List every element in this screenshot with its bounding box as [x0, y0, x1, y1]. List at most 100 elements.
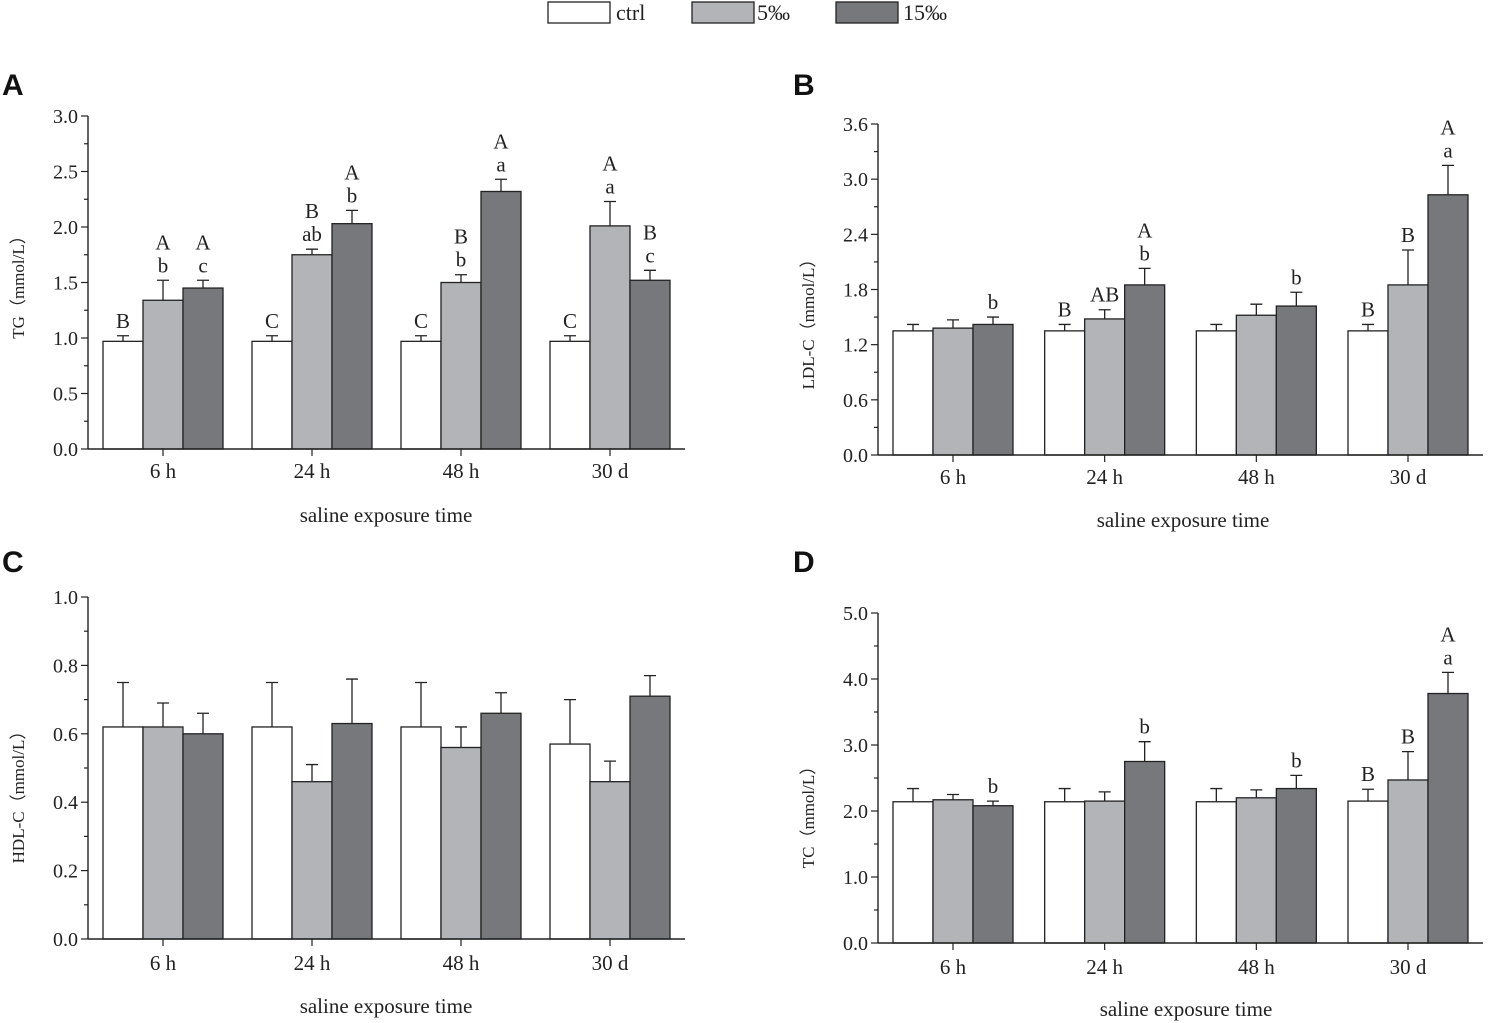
panel-d-ylabel: TC（mmol/L） [799, 758, 818, 869]
panel-a-error-bar [197, 279, 209, 289]
panel-b-significance-label: B [1401, 223, 1415, 247]
panel-d-significance-label: B [1401, 725, 1415, 749]
panel-b-bar [1347, 330, 1389, 456]
panel-c-letter: C [2, 546, 24, 579]
panel-c-error-bar [644, 675, 656, 697]
panel-d-error-bar [907, 787, 919, 802]
panel-c-bar [102, 726, 144, 940]
panel-d-bar [1387, 779, 1429, 944]
panel-c-bar [589, 781, 631, 940]
panel-a-bar [440, 281, 482, 450]
panel-a-category-label: 48 h [443, 459, 480, 483]
panel-b-y-tick-label: 0.0 [843, 445, 868, 467]
panel-a-significance-label: C [563, 309, 577, 333]
panel-b-significance-label: AB [1090, 283, 1119, 307]
panel-b-bar [1124, 284, 1166, 456]
panel-d-error-bar [1210, 787, 1223, 802]
panel-c-bar [549, 743, 591, 940]
panel-a-significance-label: A [493, 129, 509, 153]
panel-c-error-bar [197, 712, 209, 734]
panel-a-error-bar [346, 209, 358, 224]
panel-a-significance-label: A [195, 230, 211, 254]
panel-d-bar [892, 801, 934, 944]
panel-c-bar [331, 722, 373, 940]
panel-a-bar [480, 190, 522, 450]
panel-b-error-bar [987, 316, 999, 325]
panel-d-error-bar [1250, 789, 1263, 798]
panel-a-bar [400, 340, 442, 450]
panel-b-bar [1195, 330, 1237, 456]
panel-b-category-label: 24 h [1086, 465, 1123, 489]
panel-b-bar [1427, 194, 1469, 456]
panel-c-bar [251, 726, 293, 940]
panel-b-significance-label: a [1443, 138, 1453, 162]
panel-b-significance-label: b [1291, 265, 1302, 289]
panel-a-bar [251, 340, 293, 450]
panel-b-y-tick-label: 0.6 [843, 390, 868, 412]
panel-c-y-tick-label: 1.0 [53, 587, 78, 609]
panel-a-y-tick-label: 0.0 [53, 439, 78, 461]
panel-b-bar [892, 330, 934, 456]
panel-a-error-bar [415, 335, 427, 342]
panel-b-significance-label: b [1139, 241, 1150, 265]
panel-d-error-bar [1402, 750, 1414, 780]
panel-b-bar [1044, 330, 1086, 456]
panel-a-significance-label: A [155, 230, 171, 254]
panel-b-category-label: 48 h [1238, 465, 1275, 489]
panel-b-bar [1084, 318, 1126, 456]
panel-d-bar [1084, 800, 1126, 944]
panel-b-error-bar [1098, 309, 1111, 319]
panel-d-y-tick-label: 1.0 [843, 867, 868, 889]
panel-b-error-bar [1402, 249, 1414, 285]
panel-d-error-bar [947, 793, 959, 800]
panel-a-significance-label: C [414, 309, 428, 333]
panel-d-plot: b 6 h b 24 h b 48 h B B Aa 30 d 0.0 1.0 2.0 3.0 4.0 5.0 [843, 603, 1483, 979]
panel-a-bar [291, 254, 333, 450]
panel-d-error-bar [1058, 787, 1071, 802]
panel-b-significance-label: b [988, 290, 999, 314]
panel-d-bar [1195, 801, 1237, 944]
panel-c-bar [480, 712, 522, 940]
panel-c-error-bar [564, 698, 576, 745]
panel-c-bar [440, 746, 482, 940]
panel-a-significance-label: B [116, 309, 130, 333]
panel-b-error-bar [1250, 303, 1263, 316]
panel-c-error-bar [455, 726, 467, 748]
panel-b-error-bar [947, 319, 959, 329]
panel-c-error-bar [604, 760, 616, 782]
panel-c-error-bar [415, 681, 427, 727]
panel-a-error-bar [117, 335, 129, 342]
panel-b-y-tick-label: 1.2 [843, 335, 868, 357]
legend-swatch-5 [691, 1, 755, 24]
panel-b-error-bar [1058, 323, 1071, 331]
panel-b-category-label: 6 h [940, 465, 967, 489]
panel-d-category-label: 48 h [1238, 955, 1275, 979]
panel-c-category-label: 24 h [294, 951, 331, 975]
panel-d-bar [1044, 801, 1086, 944]
panel-d-y-tick-label: 5.0 [843, 603, 868, 625]
panel-c-error-bar [495, 692, 507, 714]
panel-c-error-bar [157, 702, 169, 727]
panel-a-bar [331, 223, 373, 450]
panel-c-category-label: 6 h [150, 951, 177, 975]
panel-a-bar [589, 225, 631, 450]
panel-d-bar [1124, 760, 1166, 944]
panel-a-y-tick-label: 3.0 [53, 106, 78, 128]
panel-b-significance-label: A [1440, 115, 1456, 139]
panel-b-bar [972, 323, 1014, 456]
panel-b-y-tick-label: 3.6 [843, 114, 868, 136]
panel-d-significance-label: b [988, 774, 999, 798]
panel-d-significance-label: b [1139, 715, 1150, 739]
panel-a-category-label: 30 d [592, 459, 629, 483]
panel-b-plot: b 6 h B AB Ab 24 h b 48 h B B Aa 30 d 0.0 0.6 1.2 1.8 2.… [843, 114, 1483, 489]
panel-c: C 6 h 24 h 48 h 30 d 0.0 0.2 0.4 0.6 0.8 1.0 HDL-… [2, 546, 685, 1018]
panel-a-error-bar [644, 269, 656, 281]
panel-d-bar [1347, 800, 1389, 944]
panel-c-error-bar [117, 681, 129, 727]
panel-b-category-label: 30 d [1390, 465, 1427, 489]
panel-c-y-tick-label: 0.4 [53, 792, 78, 814]
panel-c-error-bar [306, 763, 318, 782]
